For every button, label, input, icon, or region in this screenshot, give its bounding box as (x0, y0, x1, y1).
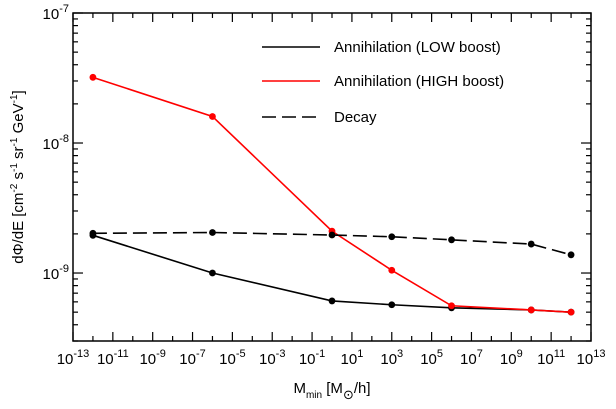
series-point-1 (89, 73, 97, 81)
x-tick-label: 10-3 (259, 348, 285, 368)
x-tick-exp: 13 (593, 348, 605, 360)
x-tick-exp: -11 (114, 348, 129, 360)
x-tick-base: 10 (537, 351, 554, 368)
plot-frame (72, 12, 592, 342)
major-ticks (72, 12, 592, 341)
y-tick-label: 10-8 (43, 133, 69, 153)
x-axis-title-sub: min (306, 390, 322, 401)
series-point-2 (388, 233, 396, 241)
y-tick-base: 10 (43, 266, 60, 283)
x-tick-label: 10-9 (139, 348, 165, 368)
y-axis-title-sup1: -2 (9, 183, 20, 192)
x-tick-label: 109 (500, 348, 523, 368)
x-tick-label: 103 (380, 348, 403, 368)
x-tick-exp: -7 (196, 348, 206, 360)
series-point-0 (328, 297, 336, 305)
legend-label-2: Decay (334, 109, 377, 126)
x-axis-title: Mmin [M⊙/h] (293, 380, 370, 402)
series-point-2 (527, 240, 535, 248)
x-tick-label: 10-13 (57, 348, 90, 368)
y-axis-title-sup2: -1 (9, 163, 20, 172)
x-tick-base: 10 (179, 351, 196, 368)
y-axis-title-suffix: ] (10, 90, 27, 94)
x-tick-label: 1011 (537, 348, 565, 368)
legend-label-0: Annihilation (LOW boost) (334, 39, 501, 56)
series-point-2 (328, 231, 336, 239)
series-point-1 (448, 302, 455, 310)
y-tick-exp: -8 (59, 133, 69, 145)
x-tick-base: 10 (97, 351, 114, 368)
x-tick-label: 107 (460, 348, 483, 368)
y-axis-title-mid2: sr (10, 146, 27, 163)
x-tick-label: 105 (420, 348, 443, 368)
x-tick-label: 10-11 (97, 348, 129, 368)
y-axis-title-prefix: dΦ/dE [cm (10, 193, 27, 264)
x-tick-exp: -3 (276, 348, 286, 360)
minor-ticks (73, 13, 591, 342)
y-tick-label: 10-9 (43, 263, 69, 283)
y-tick-exp: -9 (59, 263, 69, 275)
x-tick-exp: 5 (437, 348, 443, 360)
x-tick-base: 10 (460, 351, 477, 368)
series-line-1 (92, 76, 572, 313)
series-layer (89, 73, 575, 316)
x-tick-exp: 1 (357, 348, 363, 360)
x-axis-title-unit-sub: ⊙ (343, 387, 354, 402)
series-point-2 (89, 229, 97, 237)
x-tick-label: 10-5 (219, 348, 245, 368)
y-tick-exp: -7 (59, 3, 69, 15)
x-tick-base: 10 (380, 351, 397, 368)
x-tick-exp: 9 (517, 348, 523, 360)
x-tick-exp: 3 (397, 348, 403, 360)
y-axis-title-mid1: s (10, 172, 27, 184)
x-tick-base: 10 (577, 351, 594, 368)
x-tick-exp: -13 (73, 348, 89, 360)
y-axis-title-sup4: -1 (9, 94, 20, 103)
x-tick-base: 10 (299, 351, 316, 368)
y-tick-base: 10 (43, 136, 60, 153)
series-point-1 (527, 306, 535, 314)
legend: Annihilation (LOW boost) Annihilation (HI… (262, 39, 504, 126)
x-axis-title-main: M (293, 380, 306, 397)
y-tick-base: 10 (43, 6, 60, 23)
series-point-2 (448, 236, 455, 244)
x-tick-base: 10 (420, 351, 437, 368)
series-point-0 (209, 269, 216, 277)
x-tick-base: 10 (341, 351, 358, 368)
y-tick-labels: 10-910-810-7 (43, 3, 69, 283)
x-tick-label: 101 (341, 348, 364, 368)
x-tick-base: 10 (219, 351, 236, 368)
x-tick-exp: 11 (554, 348, 565, 360)
legend-label-1: Annihilation (HIGH boost) (334, 73, 504, 90)
x-tick-label: 10-7 (179, 348, 205, 368)
x-tick-exp: -9 (156, 348, 166, 360)
x-tick-base: 10 (57, 351, 74, 368)
x-tick-exp: -1 (316, 348, 326, 360)
x-axis-title-unit-open: [M (322, 380, 343, 397)
y-tick-label: 10-7 (43, 3, 69, 23)
x-tick-base: 10 (139, 351, 156, 368)
series-point-1 (567, 308, 575, 316)
series-point-2 (567, 251, 575, 259)
x-tick-exp: 7 (477, 348, 483, 360)
series-point-0 (388, 301, 396, 309)
series-point-2 (209, 229, 216, 236)
y-axis-title-sup3: -1 (9, 137, 20, 146)
x-tick-label: 10-1 (299, 348, 325, 368)
x-tick-base: 10 (500, 351, 517, 368)
x-axis-title-unit-close: /h] (354, 380, 371, 397)
y-axis-title: dΦ/dE [cm-2 s-1 sr-1 GeV-1] (9, 90, 27, 263)
y-axis-title-mid3: GeV (10, 103, 27, 137)
x-tick-base: 10 (259, 351, 276, 368)
x-tick-exp: -5 (236, 348, 246, 360)
series-point-1 (388, 266, 396, 274)
x-tick-labels: 10-13 10-11 10-9 10-7 10-5 10-3 10-1 101 103 105 1… (57, 348, 606, 368)
series-point-1 (209, 113, 216, 120)
x-tick-label: 1013 (577, 348, 606, 368)
